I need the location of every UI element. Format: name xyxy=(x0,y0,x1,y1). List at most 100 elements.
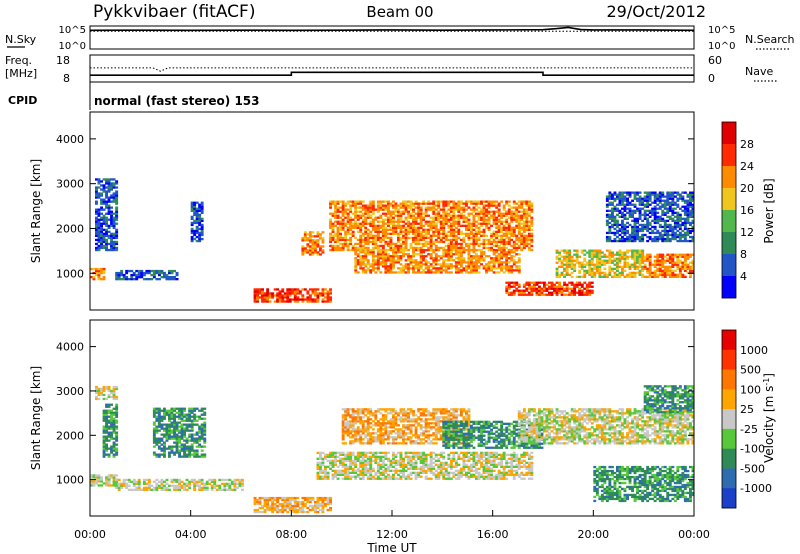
echo-cell xyxy=(671,261,675,264)
echo-cell xyxy=(515,206,519,209)
echo-cell xyxy=(608,267,612,270)
echo-cell xyxy=(170,480,174,483)
echo-cell xyxy=(611,225,614,229)
echo-cell xyxy=(681,263,685,266)
echo-cell xyxy=(180,447,184,450)
echo-cell xyxy=(656,273,660,276)
echo-cell xyxy=(193,201,197,204)
echo-cell xyxy=(341,218,345,221)
echo-cell xyxy=(195,433,199,436)
echo-cell xyxy=(278,300,282,303)
echo-cell xyxy=(515,267,519,270)
echo-cell xyxy=(180,443,184,446)
echo-cell xyxy=(641,235,645,239)
echo-cell xyxy=(150,278,154,281)
echo-cell xyxy=(321,292,325,295)
echo-cell xyxy=(560,259,564,262)
echo-cell xyxy=(530,208,534,211)
echo-cell xyxy=(417,249,421,252)
echo-cell xyxy=(407,257,410,260)
echo-cell xyxy=(618,239,622,243)
echo-cell xyxy=(472,200,476,203)
echo-cell xyxy=(507,291,511,294)
echo-cell xyxy=(256,290,259,293)
echo-cell xyxy=(500,226,504,229)
echo-cell xyxy=(603,275,607,278)
echo-cell xyxy=(683,267,687,270)
echo-cell xyxy=(578,293,582,296)
echo-cell xyxy=(90,482,93,485)
echo-cell xyxy=(170,435,174,438)
echo-cell xyxy=(331,475,335,478)
echo-cell xyxy=(663,201,667,204)
echo-cell xyxy=(160,447,164,450)
echo-cell xyxy=(678,223,682,227)
echo-cell xyxy=(356,206,360,209)
echo-cell xyxy=(507,228,511,231)
echo-cell xyxy=(666,265,670,268)
echo-cell xyxy=(389,267,393,270)
echo-cell xyxy=(100,228,103,231)
echo-cell xyxy=(487,261,491,264)
echo-cell xyxy=(633,257,637,260)
echo-cell xyxy=(658,193,662,196)
echo-cell xyxy=(329,467,332,470)
echo-cell xyxy=(636,191,639,194)
echo-cell xyxy=(422,242,426,246)
echo-cell xyxy=(399,246,403,250)
echo-cell xyxy=(324,498,327,502)
echo-cell xyxy=(301,288,305,291)
echo-cell xyxy=(334,238,337,242)
echo-cell xyxy=(376,208,380,211)
echo-cell xyxy=(671,203,675,206)
echo-cell xyxy=(628,191,632,194)
echo-cell xyxy=(502,267,506,270)
echo-cell xyxy=(578,269,582,272)
echo-cell xyxy=(100,180,103,183)
echo-cell xyxy=(530,228,534,231)
echo-cell xyxy=(538,291,541,294)
echo-cell xyxy=(296,504,300,508)
echo-cell xyxy=(110,419,113,422)
echo-cell xyxy=(419,251,423,254)
echo-cell xyxy=(447,249,451,252)
echo-cell xyxy=(397,238,400,242)
echo-cell xyxy=(585,285,589,288)
echo-cell xyxy=(683,275,687,278)
echo-cell xyxy=(384,234,388,237)
echo-cell xyxy=(668,257,672,260)
echo-cell xyxy=(241,482,244,485)
echo-cell xyxy=(263,508,267,512)
echo-cell xyxy=(653,225,657,229)
echo-cell xyxy=(449,259,453,262)
echo-cell xyxy=(641,219,645,222)
echo-cell xyxy=(653,235,657,239)
echo-cell xyxy=(158,271,161,275)
echo-cell xyxy=(107,226,111,229)
echo-cell xyxy=(407,222,410,225)
echo-cell xyxy=(278,294,282,297)
echo-cell xyxy=(102,455,106,458)
echo-cell xyxy=(190,217,194,220)
echo-cell xyxy=(593,251,597,254)
echo-cell xyxy=(407,271,410,274)
echo-cell xyxy=(658,199,662,202)
echo-cell xyxy=(454,242,458,246)
echo-cell xyxy=(102,216,106,219)
echo-cell xyxy=(185,484,189,487)
echo-cell xyxy=(452,220,456,223)
echo-cell xyxy=(286,502,290,506)
echo-cell xyxy=(331,230,335,233)
echo-cell xyxy=(379,236,383,240)
echo-cell xyxy=(329,206,332,209)
echo-cell xyxy=(419,230,423,233)
echo-cell xyxy=(112,389,116,393)
echo-cell xyxy=(444,200,448,203)
echo-cell xyxy=(180,407,184,410)
echo-cell xyxy=(90,484,93,487)
echo-cell xyxy=(341,220,345,223)
echo-cell xyxy=(437,271,441,274)
echo-cell xyxy=(291,298,295,301)
echo-cell xyxy=(100,192,103,195)
echo-cell xyxy=(173,445,176,448)
